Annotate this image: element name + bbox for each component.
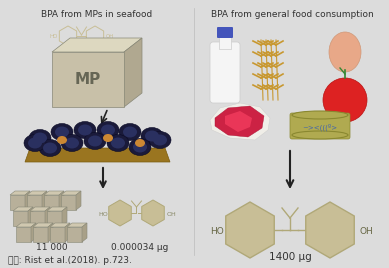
Polygon shape bbox=[44, 195, 59, 210]
Ellipse shape bbox=[28, 137, 42, 148]
Polygon shape bbox=[45, 207, 50, 226]
Polygon shape bbox=[61, 195, 76, 210]
Text: BPA from general food consumption: BPA from general food consumption bbox=[210, 10, 373, 19]
Polygon shape bbox=[25, 191, 30, 210]
Ellipse shape bbox=[141, 128, 163, 144]
Ellipse shape bbox=[51, 124, 73, 140]
Polygon shape bbox=[44, 191, 64, 195]
Polygon shape bbox=[10, 195, 25, 210]
Polygon shape bbox=[62, 207, 67, 226]
Polygon shape bbox=[30, 211, 45, 226]
Polygon shape bbox=[67, 227, 82, 242]
Ellipse shape bbox=[88, 136, 102, 147]
Polygon shape bbox=[76, 191, 81, 210]
Text: HO: HO bbox=[98, 213, 108, 218]
Polygon shape bbox=[27, 195, 42, 210]
Polygon shape bbox=[142, 200, 164, 226]
Ellipse shape bbox=[129, 139, 151, 155]
Polygon shape bbox=[124, 38, 142, 107]
Polygon shape bbox=[42, 191, 47, 210]
Polygon shape bbox=[61, 191, 81, 195]
Text: BPA from MPs in seafood: BPA from MPs in seafood bbox=[41, 10, 152, 19]
Polygon shape bbox=[210, 103, 270, 140]
Ellipse shape bbox=[101, 125, 115, 136]
Ellipse shape bbox=[43, 143, 57, 154]
Polygon shape bbox=[52, 52, 124, 107]
Ellipse shape bbox=[24, 135, 46, 151]
Ellipse shape bbox=[55, 126, 69, 137]
Ellipse shape bbox=[292, 111, 348, 119]
FancyBboxPatch shape bbox=[210, 42, 240, 103]
Polygon shape bbox=[82, 223, 87, 242]
Polygon shape bbox=[30, 207, 50, 211]
Polygon shape bbox=[226, 202, 274, 258]
Polygon shape bbox=[59, 191, 64, 210]
Polygon shape bbox=[16, 227, 31, 242]
Text: 자료: Rist et al.(2018). p.723.: 자료: Rist et al.(2018). p.723. bbox=[8, 256, 132, 265]
Polygon shape bbox=[48, 223, 53, 242]
Polygon shape bbox=[47, 211, 62, 226]
Ellipse shape bbox=[103, 134, 113, 142]
Ellipse shape bbox=[33, 132, 47, 143]
Polygon shape bbox=[306, 202, 354, 258]
Polygon shape bbox=[215, 106, 264, 137]
Text: MP: MP bbox=[75, 72, 101, 87]
Polygon shape bbox=[28, 207, 33, 226]
Ellipse shape bbox=[133, 142, 147, 152]
Ellipse shape bbox=[119, 124, 141, 140]
Ellipse shape bbox=[97, 121, 119, 139]
Polygon shape bbox=[50, 227, 65, 242]
Polygon shape bbox=[47, 207, 67, 211]
Ellipse shape bbox=[145, 131, 159, 142]
Text: 0.000034 μg: 0.000034 μg bbox=[111, 243, 169, 252]
Ellipse shape bbox=[111, 137, 125, 148]
Text: 11 000: 11 000 bbox=[36, 243, 68, 252]
Ellipse shape bbox=[292, 131, 348, 139]
FancyBboxPatch shape bbox=[219, 35, 231, 49]
Polygon shape bbox=[52, 38, 142, 52]
Ellipse shape bbox=[39, 140, 61, 157]
Polygon shape bbox=[31, 223, 36, 242]
Ellipse shape bbox=[74, 121, 96, 139]
Ellipse shape bbox=[78, 125, 92, 136]
Polygon shape bbox=[50, 223, 70, 227]
Polygon shape bbox=[25, 148, 170, 162]
Ellipse shape bbox=[135, 139, 145, 147]
FancyBboxPatch shape bbox=[290, 113, 350, 139]
Polygon shape bbox=[65, 223, 70, 242]
Ellipse shape bbox=[61, 135, 83, 151]
Polygon shape bbox=[13, 207, 33, 211]
Polygon shape bbox=[13, 211, 28, 226]
Ellipse shape bbox=[153, 135, 167, 146]
Ellipse shape bbox=[149, 132, 171, 148]
Ellipse shape bbox=[84, 132, 106, 150]
Ellipse shape bbox=[123, 126, 137, 137]
Polygon shape bbox=[16, 223, 36, 227]
Text: HO: HO bbox=[210, 228, 224, 236]
Polygon shape bbox=[33, 227, 48, 242]
Text: OH: OH bbox=[106, 35, 114, 39]
Ellipse shape bbox=[29, 129, 51, 147]
Polygon shape bbox=[67, 223, 87, 227]
Text: OH: OH bbox=[167, 213, 177, 218]
Text: ~><(((º>: ~><(((º> bbox=[302, 123, 338, 131]
Polygon shape bbox=[109, 200, 131, 226]
FancyBboxPatch shape bbox=[217, 27, 233, 38]
Ellipse shape bbox=[107, 135, 129, 151]
Polygon shape bbox=[10, 191, 30, 195]
Circle shape bbox=[323, 78, 367, 122]
Ellipse shape bbox=[65, 137, 79, 148]
Polygon shape bbox=[33, 223, 53, 227]
Text: HO: HO bbox=[50, 35, 58, 39]
Text: 1400 μg: 1400 μg bbox=[269, 252, 311, 262]
Text: OH: OH bbox=[360, 228, 374, 236]
Ellipse shape bbox=[57, 136, 67, 144]
Polygon shape bbox=[225, 111, 252, 132]
Ellipse shape bbox=[329, 32, 361, 72]
Polygon shape bbox=[27, 191, 47, 195]
